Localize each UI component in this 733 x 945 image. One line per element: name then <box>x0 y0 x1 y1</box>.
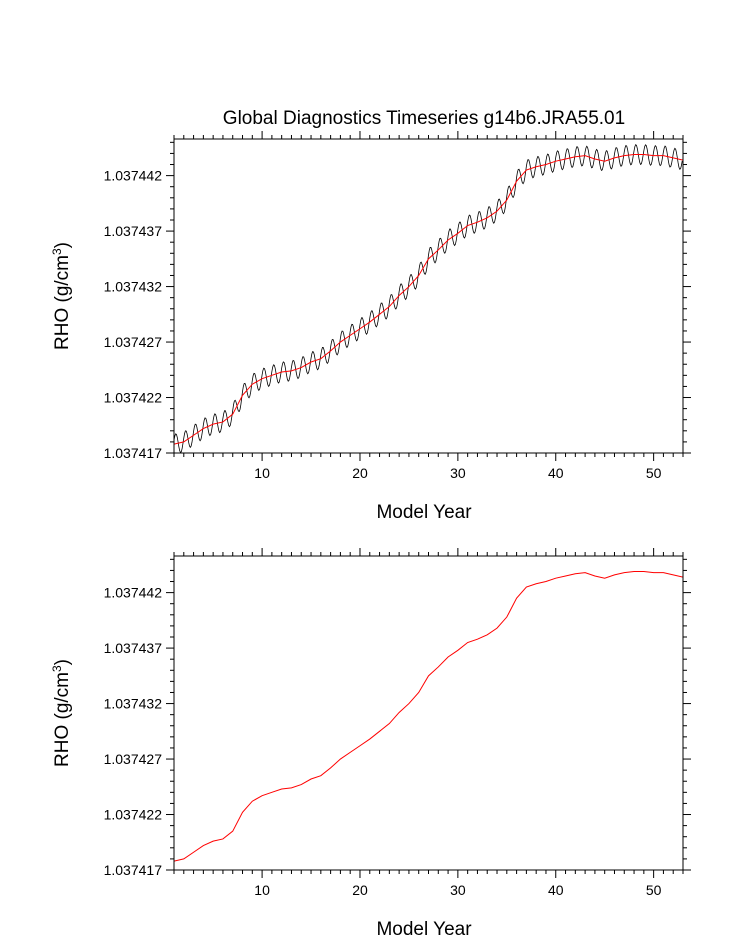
top-plot-frame <box>174 139 683 453</box>
bottom-plot-frame <box>174 556 683 870</box>
y-tick-label: 1.037437 <box>104 223 163 239</box>
bottom-timeseries-panel: 10 20 30 40 50 1.037417 1.037422 1.037427 1.0374… <box>50 548 691 940</box>
y-tick-label: 1.037432 <box>104 279 163 295</box>
y-tick-label: 1.037442 <box>104 168 163 184</box>
x-tick-label: 40 <box>548 882 564 898</box>
y-tick-label: 1.037422 <box>104 390 163 406</box>
chart-title: Global Diagnostics Timeseries g14b6.JRA5… <box>223 108 625 129</box>
x-tick-label: 40 <box>548 465 564 481</box>
top-timeseries-panel: 10 20 30 40 50 1.037417 1.037422 1.037427 1.0374… <box>50 131 691 523</box>
x-tick-label: 30 <box>450 882 466 898</box>
y-tick-label: 1.037417 <box>104 862 163 878</box>
y-tick-label: 1.037442 <box>104 585 163 601</box>
x-tick-label: 20 <box>352 882 368 898</box>
x-tick-label: 20 <box>352 465 368 481</box>
top-y-axis-label: RHO (g/cm3) <box>50 242 73 350</box>
y-tick-label: 1.037427 <box>104 751 163 767</box>
y-tick-label: 1.037437 <box>104 640 163 656</box>
annual-mean-series-line <box>174 572 683 862</box>
x-tick-label: 50 <box>646 882 662 898</box>
x-tick-label: 10 <box>254 882 270 898</box>
top-x-axis-label: Model Year <box>376 502 472 523</box>
annual-mean-series-line <box>174 155 683 445</box>
figure-canvas: Global Diagnostics Timeseries g14b6.JRA5… <box>0 0 733 945</box>
bottom-x-axis-label: Model Year <box>376 919 472 940</box>
x-tick-label: 10 <box>254 465 270 481</box>
y-tick-label: 1.037422 <box>104 807 163 823</box>
y-tick-label: 1.037427 <box>104 334 163 350</box>
x-tick-label: 30 <box>450 465 466 481</box>
x-tick-label: 50 <box>646 465 662 481</box>
monthly-series-line <box>174 145 682 453</box>
y-tick-label: 1.037432 <box>104 696 163 712</box>
y-tick-label: 1.037417 <box>104 445 163 461</box>
bottom-y-axis-label: RHO (g/cm3) <box>50 659 73 767</box>
